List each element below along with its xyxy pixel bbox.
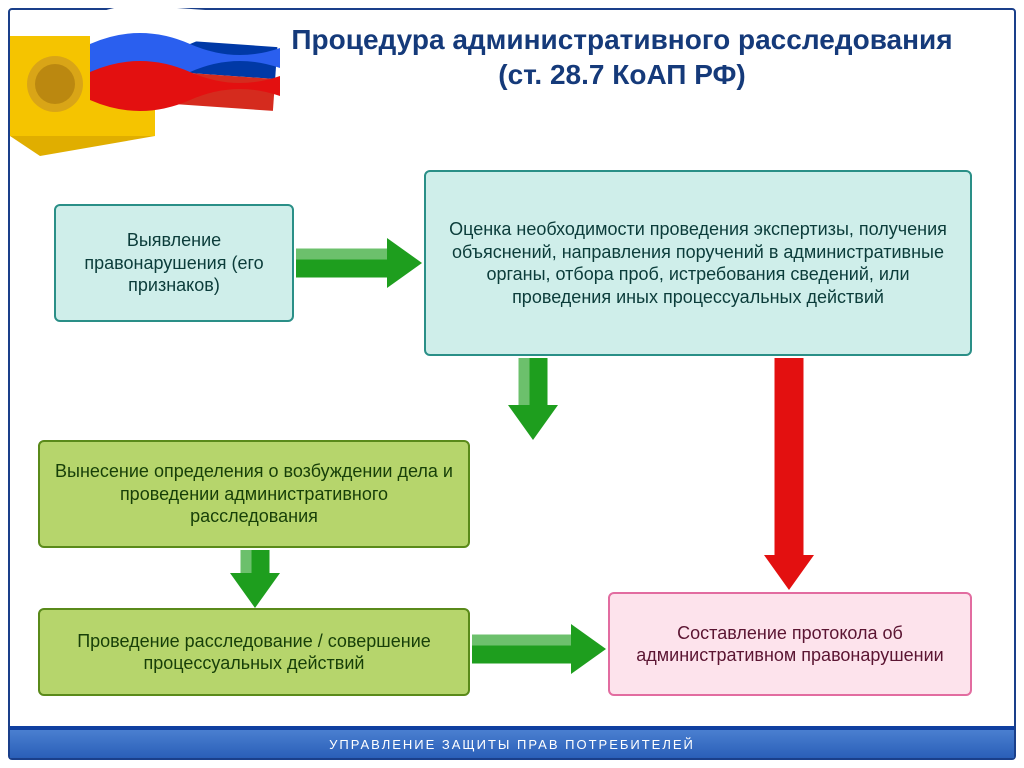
footer-bar: УПРАВЛЕНИЕ ЗАЩИТЫ ПРАВ ПОТРЕБИТЕЛЕЙ [10,726,1014,758]
slide-frame: Процедура административного расследовани… [8,8,1016,760]
arrow-evaluate-determination [508,358,558,440]
node-investigation: Проведение расследование / совершение пр… [38,608,470,696]
footer-text: УПРАВЛЕНИЕ ЗАЩИТЫ ПРАВ ПОТРЕБИТЕЛЕЙ [329,737,695,752]
arrow-evaluate-protocol [764,358,814,590]
node-evaluate: Оценка необходимости проведения эксперти… [424,170,972,356]
node-determination: Вынесение определения о возбуждении дела… [38,440,470,548]
slide-title: Процедура административного расследовани… [270,22,974,92]
node-protocol: Составление протокола об административно… [608,592,972,696]
arrow-determination-investigation [230,550,280,608]
arrow-investigation-protocol [472,624,606,674]
flags-decoration [10,6,280,161]
arrow-detect-evaluate [296,238,422,288]
node-detect: Выявление правонарушения (его признаков) [54,204,294,322]
